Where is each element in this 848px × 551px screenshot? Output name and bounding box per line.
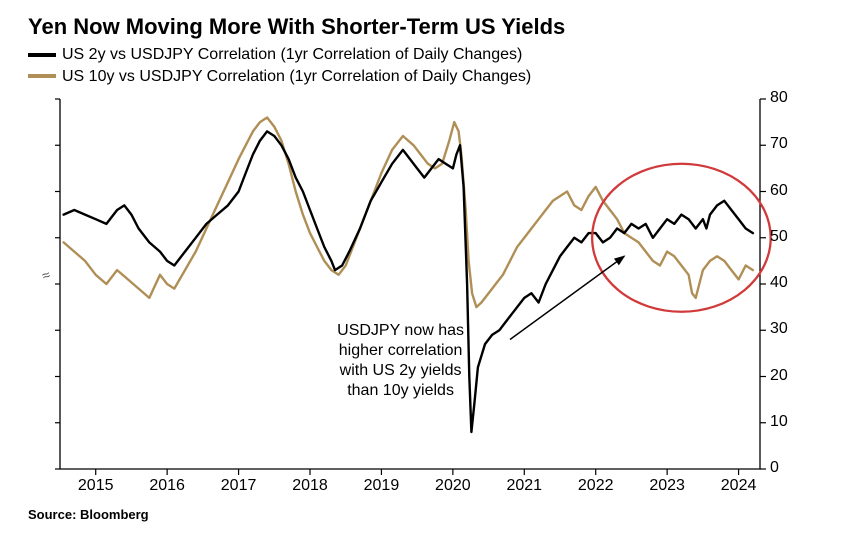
x-tick-label: 2017 <box>221 477 257 495</box>
y-tick-label: 60 <box>770 182 788 200</box>
y-tick-label: 80 <box>770 89 788 107</box>
y-tick-label: 30 <box>770 320 788 338</box>
legend-label-2: US 10y vs USDJPY Correlation (1yr Correl… <box>62 66 531 88</box>
highlight-ellipse <box>592 164 771 312</box>
legend-row-1: US 2y vs USDJPY Correlation (1yr Correla… <box>28 44 820 66</box>
legend: US 2y vs USDJPY Correlation (1yr Correla… <box>28 44 820 87</box>
x-tick-label: 2023 <box>649 477 685 495</box>
x-tick-label: 2019 <box>364 477 400 495</box>
y-tick-label: 50 <box>770 228 788 246</box>
legend-row-2: US 10y vs USDJPY Correlation (1yr Correl… <box>28 66 820 88</box>
y-tick-label: 0 <box>770 459 779 477</box>
y-tick-label: 20 <box>770 367 788 385</box>
x-tick-label: 2024 <box>721 477 757 495</box>
annotation-arrow <box>510 256 624 339</box>
line-us10y <box>64 118 753 308</box>
chart-area: 0102030405060708020152016201720182019202… <box>28 93 820 503</box>
legend-swatch-1 <box>28 53 56 57</box>
chart-title: Yen Now Moving More With Shorter-Term US… <box>28 14 820 40</box>
x-tick-label: 2016 <box>149 477 185 495</box>
y-tick-label: 10 <box>770 413 788 431</box>
x-tick-label: 2021 <box>506 477 542 495</box>
source-attribution: Source: Bloomberg <box>28 507 820 522</box>
y-tick-label: 70 <box>770 135 788 153</box>
legend-label-1: US 2y vs USDJPY Correlation (1yr Correla… <box>62 44 522 66</box>
x-tick-label: 2022 <box>578 477 614 495</box>
legend-swatch-2 <box>28 74 56 78</box>
annotation-text: USDJPY now hashigher correlationwith US … <box>337 321 464 401</box>
y-tick-label: 40 <box>770 274 788 292</box>
x-tick-label: 2018 <box>292 477 328 495</box>
chart-svg <box>28 93 820 503</box>
x-tick-label: 2020 <box>435 477 471 495</box>
x-tick-label: 2015 <box>78 477 114 495</box>
